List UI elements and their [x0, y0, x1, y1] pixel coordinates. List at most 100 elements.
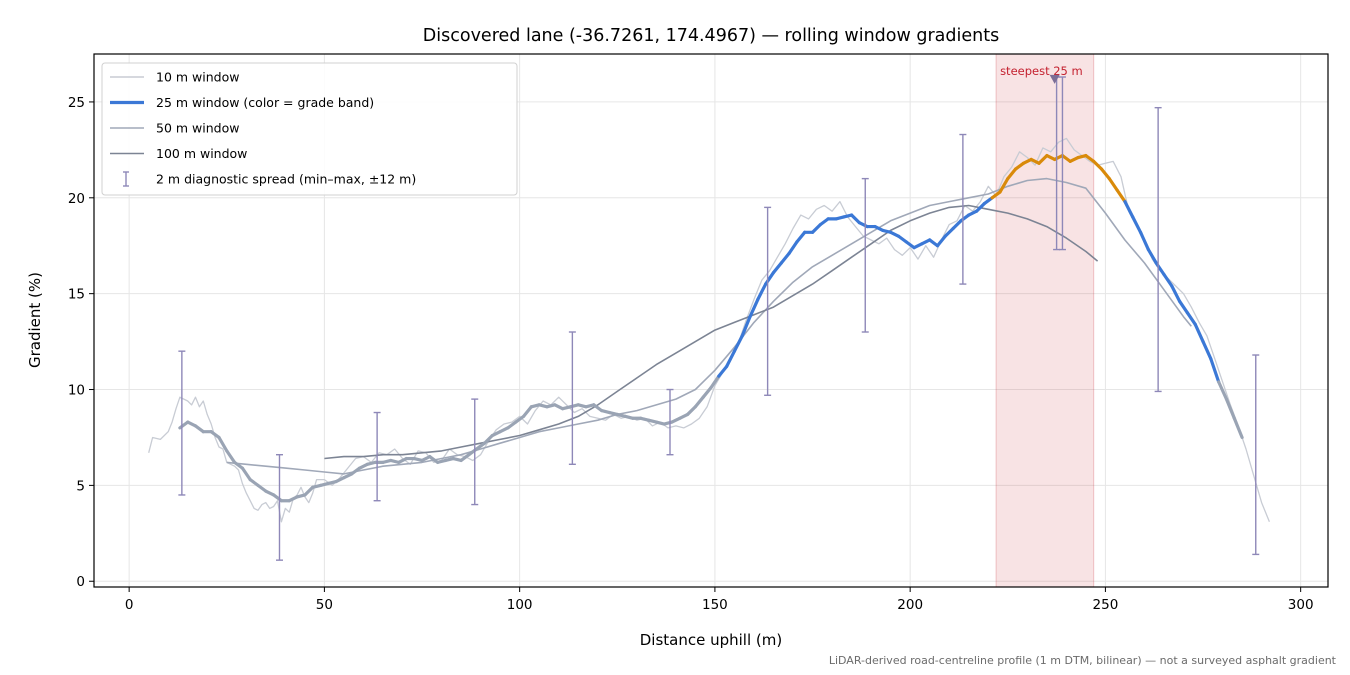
- legend-label: 10 m window: [156, 70, 239, 85]
- series-25m-segment: [209, 430, 221, 440]
- series-25m-segment: [240, 466, 252, 482]
- errorbar: [471, 398, 479, 506]
- series-25m-segment: [685, 405, 697, 417]
- x-tick-label: 250: [1093, 597, 1119, 613]
- series-25m-segment: [256, 483, 268, 493]
- series-25m-segment: [482, 433, 494, 445]
- x-tick-label: 100: [507, 597, 533, 613]
- legend-label: 2 m diagnostic spread (min–max, ±12 m): [156, 172, 416, 187]
- series-25m-segment: [717, 364, 729, 378]
- series-25m-segment: [1099, 167, 1111, 181]
- y-tick-label: 20: [68, 191, 85, 207]
- series-25m-segment: [1006, 167, 1018, 181]
- series-25m-segment: [771, 261, 783, 275]
- series-25m-segment: [521, 405, 533, 418]
- errorbar-layer: [178, 74, 1260, 561]
- errorbar: [568, 331, 576, 465]
- errorbar: [1154, 106, 1162, 393]
- axes: 0 50 100 150 200 250 300 0 5 10 15 20 25: [68, 53, 1329, 613]
- x-axis-label: Distance uphill (m): [640, 631, 782, 649]
- errorbar: [959, 133, 967, 285]
- series-25m-segment: [459, 453, 471, 463]
- series-25m-segment: [951, 219, 963, 231]
- series-25m-segment: [1131, 215, 1143, 234]
- series-25m-segment: [849, 213, 861, 225]
- errorbar: [275, 454, 283, 561]
- plot-frame: [93, 53, 1329, 588]
- series-25m-segment: [810, 223, 822, 234]
- series-25m-segment: [990, 190, 1002, 200]
- errorbar: [373, 411, 381, 502]
- series-layer: [148, 137, 1271, 523]
- grid: [94, 54, 1328, 587]
- legend-label: 100 m window: [156, 146, 247, 161]
- series-25m-segment: [514, 414, 526, 424]
- y-tick-label: 0: [76, 574, 85, 590]
- steepest-band: [995, 53, 1095, 588]
- series-25m-segment: [974, 201, 986, 213]
- series-25m-segment: [709, 374, 721, 390]
- legend-entry: 25 m window (color = grade band): [110, 95, 374, 110]
- series-25m-segment: [982, 196, 994, 206]
- series-25m-segment: [1123, 200, 1135, 219]
- series-25m-segment: [1154, 261, 1166, 277]
- x-tick-label: 0: [125, 597, 134, 613]
- series-25m-segment: [1107, 177, 1119, 192]
- series-25m-segment: [1115, 188, 1127, 204]
- legend-entry: 100 m window: [110, 146, 247, 161]
- series-25m-segment: [193, 424, 205, 434]
- series-25m-segment: [1138, 230, 1150, 252]
- errorbar: [666, 388, 674, 456]
- series-25m-segment: [1232, 416, 1244, 440]
- series-25m-segment: [1209, 357, 1221, 384]
- series-25m-segment: [693, 395, 705, 409]
- series-25m-segment: [779, 251, 791, 265]
- series-25m-segment: [225, 449, 237, 464]
- errorbar: [178, 350, 186, 496]
- series-25m-segment: [701, 386, 713, 399]
- series-25m-segment: [232, 460, 244, 470]
- errorbar: [1252, 354, 1260, 556]
- series-25m-segment: [592, 403, 604, 413]
- x-tick-label: 150: [702, 597, 728, 613]
- chart-title: Discovered lane (-36.7261, 174.4967) — r…: [423, 26, 999, 46]
- series-25m-segment: [248, 478, 260, 487]
- series-25m-segment: [506, 420, 518, 430]
- series-25m-segment: [787, 240, 799, 255]
- series-line: [226, 177, 1192, 475]
- x-tick-label: 50: [316, 597, 333, 613]
- series-line: [148, 137, 1271, 523]
- series-25m-segment: [732, 334, 744, 353]
- errorbar: [861, 177, 869, 333]
- series-25m-segment: [428, 455, 440, 464]
- legend-entry: 50 m window: [110, 121, 239, 136]
- series-25m-segment: [1185, 311, 1197, 326]
- highlight-band: steepest 25 m: [995, 53, 1095, 588]
- series-25m-segment: [1060, 154, 1072, 163]
- series-25m-segment: [935, 234, 947, 248]
- x-tick-label: 200: [897, 597, 923, 613]
- series-25m-segment: [818, 217, 830, 227]
- series-25m-segment: [217, 435, 229, 453]
- legend-label: 25 m window (color = grade band): [156, 95, 374, 110]
- series-25m-segment: [303, 485, 315, 497]
- y-tick-label: 10: [68, 383, 85, 399]
- footnote: LiDAR-derived road-centreline profile (1…: [829, 654, 1337, 667]
- series-25m-segment: [1224, 397, 1236, 420]
- y-tick-label: 25: [68, 95, 85, 111]
- series-25m-segment: [1217, 380, 1229, 401]
- series-25m-segment: [1193, 322, 1205, 344]
- series-25m-segment: [1146, 247, 1158, 265]
- series-25m-segment: [928, 238, 940, 248]
- errorbar: [1058, 76, 1066, 251]
- series-25m-segment: [1178, 299, 1190, 315]
- series-25m-segment: [1162, 272, 1174, 288]
- series-25m-segment: [904, 240, 916, 250]
- series-25m-segment: [748, 297, 760, 319]
- steepest-label: steepest 25 m: [1000, 64, 1083, 78]
- legend-label: 50 m window: [156, 121, 239, 136]
- series-25m-segment: [740, 315, 752, 338]
- x-tick-label: 300: [1288, 597, 1314, 613]
- series-line: [324, 204, 1099, 460]
